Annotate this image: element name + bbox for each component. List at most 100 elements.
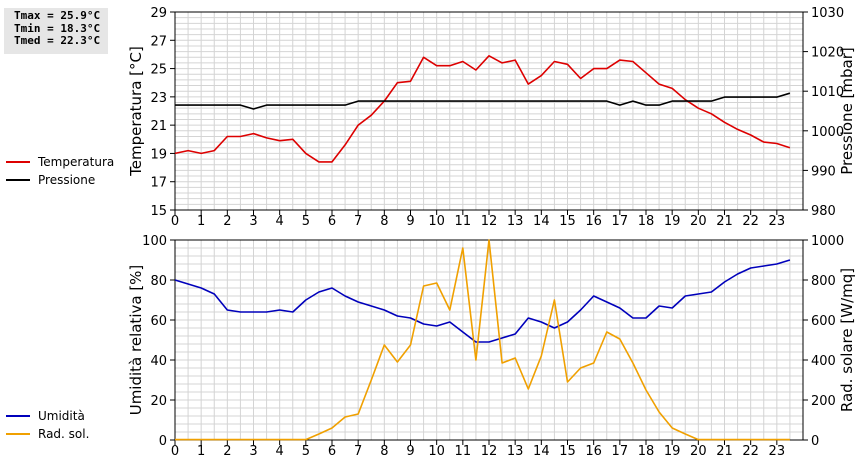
x-tick-label: 11 xyxy=(455,214,472,229)
x-tick-label: 18 xyxy=(638,444,655,459)
legend-item-radsol: Rad. sol. xyxy=(6,425,89,443)
legend-swatch-radsol xyxy=(6,433,30,435)
x-tick-label: 21 xyxy=(716,214,733,229)
x-tick-label: 6 xyxy=(328,214,336,229)
y2-tick-label: 0 xyxy=(811,434,819,449)
legend-bottom: Umidità Rad. sol. xyxy=(6,407,89,443)
y-tick-label: 20 xyxy=(150,394,167,409)
x-tick-label: 15 xyxy=(559,214,576,229)
x-tick-label: 19 xyxy=(664,214,681,229)
y-tick-label: 17 xyxy=(150,176,167,191)
y2-tick-label: 400 xyxy=(811,354,836,369)
x-tick-label: 0 xyxy=(171,444,179,459)
x-tick-label: 2 xyxy=(223,214,231,229)
x-tick-label: 23 xyxy=(769,214,786,229)
x-tick-label: 3 xyxy=(249,214,257,229)
x-tick-label: 13 xyxy=(507,444,524,459)
y2-tick-label: 1000 xyxy=(811,125,844,140)
y2-tick-label: 990 xyxy=(811,164,836,179)
x-tick-label: 20 xyxy=(690,444,707,459)
y2-axis-label: Rad. solare [W/mq] xyxy=(838,268,856,412)
y-tick-label: 23 xyxy=(150,91,167,106)
x-tick-label: 15 xyxy=(559,444,576,459)
y-tick-label: 19 xyxy=(150,147,167,162)
y-tick-label: 0 xyxy=(159,434,167,449)
x-tick-label: 20 xyxy=(690,214,707,229)
legend-swatch-pressione xyxy=(6,179,30,181)
legend-item-umidita: Umidità xyxy=(6,407,89,425)
legend-item-temperatura: Temperatura xyxy=(6,153,114,171)
x-tick-label: 10 xyxy=(428,214,445,229)
x-tick-label: 4 xyxy=(276,444,284,459)
legend-swatch-temperatura xyxy=(6,161,30,163)
y2-tick-label: 600 xyxy=(811,314,836,329)
x-tick-label: 5 xyxy=(302,214,310,229)
x-tick-label: 17 xyxy=(612,214,629,229)
x-tick-label: 16 xyxy=(585,444,602,459)
x-tick-label: 23 xyxy=(769,444,786,459)
x-tick-label: 5 xyxy=(302,444,310,459)
series-line-umidit xyxy=(174,259,791,343)
tmax-text: Tmax = 25.9°C xyxy=(14,9,101,22)
tmin-text: Tmin = 18.3°C xyxy=(14,21,101,35)
y2-tick-label: 200 xyxy=(811,394,836,409)
y-axis-label: Temperatura [°C] xyxy=(127,46,145,177)
legend-label-pressione: Pressione xyxy=(38,173,96,187)
y2-tick-label: 1010 xyxy=(811,85,844,100)
y2-tick-label: 800 xyxy=(811,274,836,289)
x-tick-label: 7 xyxy=(354,214,362,229)
legend-label-temperatura: Temperatura xyxy=(38,155,115,169)
legend-swatch-umidita xyxy=(6,415,30,417)
y2-tick-label: 1000 xyxy=(811,234,844,249)
y-tick-label: 100 xyxy=(142,234,167,249)
x-tick-label: 12 xyxy=(481,444,498,459)
x-tick-label: 0 xyxy=(171,214,179,229)
legend-top: Temperatura Pressione xyxy=(6,153,114,189)
y-tick-label: 27 xyxy=(150,34,167,49)
y2-tick-label: 980 xyxy=(811,204,836,219)
x-tick-label: 7 xyxy=(354,444,362,459)
x-tick-label: 1 xyxy=(197,214,205,229)
x-tick-label: 12 xyxy=(481,214,498,229)
y2-tick-label: 1020 xyxy=(811,46,844,61)
x-tick-label: 18 xyxy=(638,214,655,229)
x-tick-label: 22 xyxy=(742,444,759,459)
series-line-temperatura xyxy=(174,54,791,163)
series-line-pressione xyxy=(175,92,791,110)
tmed-text: Tmed = 22.3°C xyxy=(14,34,101,47)
y2-tick-label: 1030 xyxy=(811,6,844,21)
y-tick-label: 40 xyxy=(150,354,167,369)
legend-label-radsol: Rad. sol. xyxy=(38,427,90,441)
x-tick-label: 17 xyxy=(612,444,629,459)
y-tick-label: 21 xyxy=(150,119,167,134)
legend-label-umidita: Umidità xyxy=(38,409,85,423)
y-tick-label: 15 xyxy=(150,204,167,219)
x-tick-label: 13 xyxy=(507,214,524,229)
series-line-rad-sol xyxy=(175,239,790,441)
x-tick-label: 4 xyxy=(276,214,284,229)
y2-axis-label: Pressione [mbar] xyxy=(838,47,856,175)
legend-item-pressione: Pressione xyxy=(6,171,114,189)
y-tick-label: 80 xyxy=(150,274,167,289)
x-tick-label: 2 xyxy=(223,444,231,459)
x-tick-label: 6 xyxy=(328,444,336,459)
x-tick-label: 14 xyxy=(533,444,550,459)
x-tick-label: 10 xyxy=(428,444,445,459)
x-tick-label: 11 xyxy=(455,444,472,459)
x-tick-label: 8 xyxy=(380,214,388,229)
y-axis-label: Umidità relativa [%] xyxy=(127,265,145,416)
x-tick-label: 21 xyxy=(716,444,733,459)
x-tick-label: 19 xyxy=(664,444,681,459)
x-tick-label: 3 xyxy=(249,444,257,459)
x-tick-label: 14 xyxy=(533,214,550,229)
x-tick-label: 9 xyxy=(406,214,414,229)
x-tick-label: 22 xyxy=(742,214,759,229)
x-tick-label: 1 xyxy=(197,444,205,459)
y-tick-label: 25 xyxy=(150,63,167,78)
stats-box: Tmax = 25.9°C Tmin = 18.3°C Tmed = 22.3°… xyxy=(4,8,108,54)
x-tick-label: 16 xyxy=(585,214,602,229)
x-tick-label: 8 xyxy=(380,444,388,459)
x-tick-label: 9 xyxy=(406,444,414,459)
y-tick-label: 60 xyxy=(150,314,167,329)
